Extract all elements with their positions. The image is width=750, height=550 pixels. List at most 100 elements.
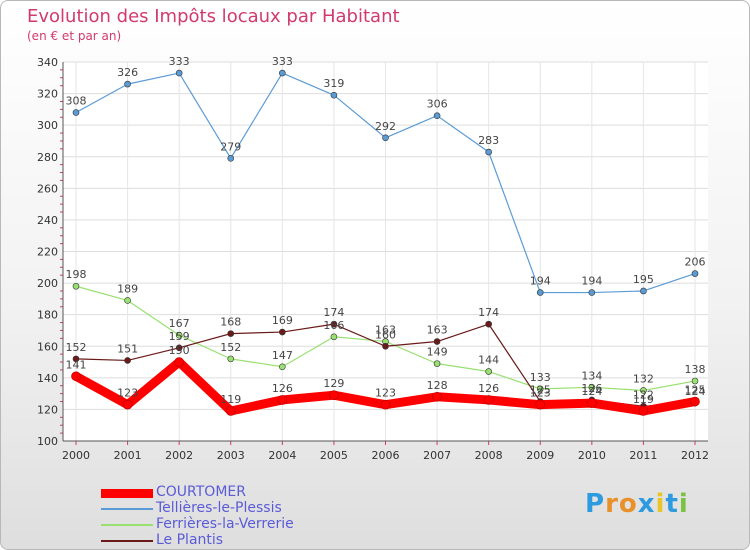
data-label: 152 [220,341,241,354]
y-tick-label: 300 [37,119,58,132]
x-tick-label: 2007 [423,449,451,462]
legend-label: Tellières-le-Plessis [156,500,282,516]
logo-letter: t [665,489,679,519]
data-label: 169 [272,314,293,327]
logo-letter: i [678,489,689,519]
data-label: 119 [633,393,654,406]
data-point [536,385,544,393]
data-label: 163 [427,324,448,337]
data-point [279,69,286,77]
data-point [72,282,80,290]
data-label: 126 [581,382,602,395]
data-point [330,333,338,341]
data-label: 129 [323,377,344,390]
chart-subtitle: (en € et par an) [27,29,122,43]
data-point [279,328,286,336]
data-label: 138 [685,363,706,376]
data-label: 160 [375,328,396,341]
data-label: 152 [66,341,87,354]
data-point [485,368,492,375]
y-tick-label: 180 [37,309,58,322]
data-label: 292 [375,120,396,133]
data-point [535,399,546,410]
data-point [690,396,700,407]
data-point [382,134,389,142]
legend-label: Le Plantis [156,532,224,548]
logo-letter: o [618,489,638,519]
logo-letter: r [605,489,619,519]
y-tick-label: 220 [37,246,58,259]
y-tick-label: 100 [37,435,58,448]
y-tick-label: 340 [37,56,58,69]
data-label: 124 [685,385,706,398]
data-point [72,355,80,363]
data-label: 128 [427,379,448,392]
data-point [277,395,288,405]
data-label: 194 [581,275,602,288]
data-label: 283 [478,134,499,147]
data-label: 279 [220,140,241,153]
data-point [124,297,131,304]
data-label: 122 [633,388,654,401]
x-tick-label: 2004 [268,449,296,462]
legend-label: COURTOMER [156,484,246,500]
data-point [175,344,183,352]
data-point [124,80,131,88]
data-point [587,398,597,408]
data-label: 198 [66,268,87,281]
data-point [329,390,339,401]
logo-letter: x [637,489,656,519]
legend-swatch [101,540,153,542]
data-label: 123 [530,387,551,400]
data-label: 166 [323,319,344,332]
x-tick-label: 2006 [372,449,400,462]
data-point [433,360,441,367]
data-label: 150 [169,344,190,357]
data-point [175,69,183,77]
x-tick-label: 2010 [578,449,606,462]
data-point [225,406,236,416]
data-label: 133 [530,371,551,384]
data-label: 126 [478,382,499,395]
data-label: 174 [323,306,344,319]
y-tick-label: 140 [37,372,58,385]
data-label: 333 [169,55,190,68]
data-label: 194 [530,275,551,288]
data-point [640,287,647,295]
data-point [691,377,699,385]
data-point [382,342,389,350]
x-tick-label: 2009 [526,449,554,462]
data-point [227,155,235,162]
legend-swatch [101,508,153,510]
data-point [124,357,131,364]
data-label: 195 [633,273,654,286]
data-point [433,338,441,345]
data-label: 134 [581,369,602,382]
data-label: 123 [117,387,138,400]
data-point [536,289,544,296]
data-label: 326 [117,66,138,79]
y-tick-label: 200 [37,277,58,290]
data-label: 147 [272,349,293,362]
data-label: 119 [220,393,241,406]
logo-letter: i [655,489,666,519]
legend-swatch [101,524,153,526]
x-tick-label: 2001 [114,449,142,462]
data-label: 141 [66,358,87,371]
data-label: 125 [685,384,706,397]
data-point [330,320,338,328]
data-point [485,320,492,328]
data-point [175,331,183,339]
x-tick-label: 2011 [629,449,657,462]
x-tick-label: 2012 [681,449,709,462]
data-label: 174 [478,306,499,319]
data-point [638,406,649,416]
data-point [279,363,286,371]
data-point [483,395,494,405]
data-point [174,357,184,367]
data-point [640,387,647,394]
data-point [433,112,441,119]
data-label: 151 [117,342,138,355]
